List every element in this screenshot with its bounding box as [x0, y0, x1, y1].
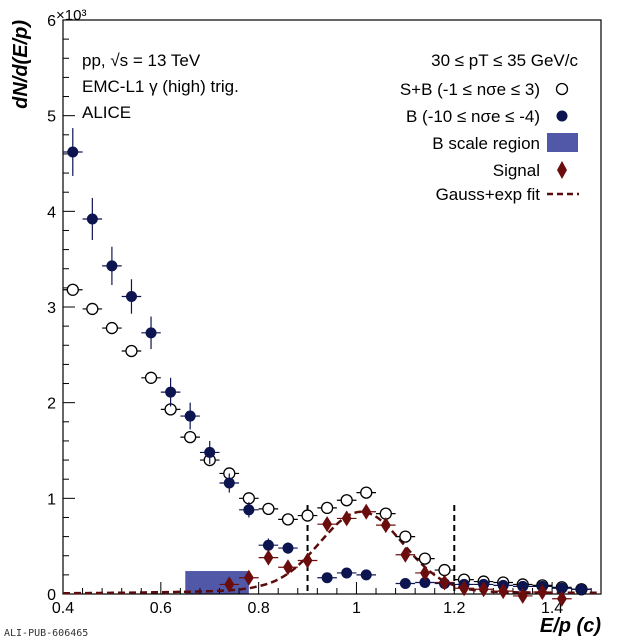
system-label: pp, √s = 13 TeV — [82, 51, 201, 70]
b-point — [399, 577, 411, 589]
sb-point — [125, 344, 138, 358]
signal-point — [322, 516, 333, 533]
sb-point — [438, 563, 451, 577]
sb-point — [320, 501, 334, 515]
x-tick-label: 1.4 — [541, 600, 563, 617]
sb-point — [86, 302, 99, 316]
y-tick-label: 5 — [47, 109, 56, 126]
y-axis-multiplier: ×10³ — [56, 7, 86, 24]
sb-point — [281, 513, 295, 526]
b-point — [145, 327, 157, 339]
sb-point — [301, 509, 314, 522]
b-point — [223, 477, 235, 489]
y-tick-label: 6 — [47, 13, 56, 30]
x-axis-title: E/p (c) — [540, 615, 601, 637]
scale-region-box — [185, 571, 249, 594]
x-tick-label: 0.8 — [248, 600, 270, 617]
b-point — [204, 446, 216, 458]
sb-point — [105, 321, 119, 335]
y-tick-label: 3 — [47, 300, 56, 317]
fit-curve — [63, 510, 601, 595]
experiment-label: ALICE — [82, 103, 131, 122]
signal-point — [341, 510, 352, 527]
b-point — [419, 577, 431, 589]
b-point — [125, 290, 137, 302]
b-point — [67, 146, 79, 158]
y-tick-label: 4 — [47, 204, 56, 221]
b-point — [556, 582, 568, 594]
signal-point — [243, 569, 254, 586]
y-axis-title: dN/d(E/p) — [10, 20, 32, 109]
signal-point — [556, 590, 567, 607]
sb-point — [418, 552, 432, 565]
legend-marker-scale-region — [547, 133, 578, 152]
plot-area: 0.4 0.6 0.8 1 1.2 1.4 0 1 2 3 4 5 6 — [47, 13, 602, 617]
sb-point — [144, 371, 158, 384]
signal-point — [459, 580, 470, 597]
b-point — [86, 213, 98, 225]
b-point — [575, 583, 587, 595]
b-point — [243, 504, 255, 516]
b-point — [184, 410, 196, 422]
y-tick-label: 1 — [47, 491, 56, 508]
b-point — [106, 260, 118, 272]
sb-point — [184, 430, 197, 444]
signal-point — [361, 503, 372, 520]
legend-label-fit: Gauss+exp fit — [436, 185, 541, 204]
signal-point — [537, 584, 548, 601]
sb-point — [262, 502, 275, 516]
legend-label-sb: S+B (-1 ≤ nσe ≤ 3) — [400, 80, 540, 99]
x-tick-label: 0.6 — [150, 600, 172, 617]
legend-marker-b — [556, 110, 568, 122]
legend-label-signal: Signal — [493, 161, 540, 180]
b-point — [341, 567, 353, 579]
sb-point — [66, 283, 79, 296]
signal-point — [224, 576, 235, 593]
legend-marker-signal — [557, 161, 567, 179]
signal-point — [498, 583, 509, 600]
b-point — [360, 569, 372, 581]
x-tick-label: 0.4 — [52, 600, 74, 617]
publication-id: ALI-PUB-606465 — [4, 628, 88, 639]
trigger-label: EMC-L1 γ (high) trig. — [82, 77, 239, 96]
signal-point — [478, 581, 489, 598]
signal-point — [400, 546, 411, 563]
signal-point — [263, 549, 274, 566]
y-tick-label: 0 — [47, 587, 56, 604]
signal-point — [419, 564, 430, 581]
signal-point — [439, 574, 450, 591]
legend: S+B (-1 ≤ nσe ≤ 3) B (-10 ≤ nσe ≤ -4) B … — [400, 80, 579, 204]
signal-point — [282, 559, 293, 576]
b-point — [517, 580, 529, 592]
b-point — [282, 542, 294, 554]
pt-range-label: 30 ≤ pT ≤ 35 GeV/c — [431, 51, 578, 70]
b-point — [262, 539, 274, 551]
signal-point — [302, 552, 313, 569]
sb-point — [340, 494, 353, 507]
b-point — [321, 572, 333, 584]
sb-point — [360, 486, 373, 499]
legend-label-b: B (-10 ≤ nσe ≤ -4) — [406, 107, 540, 126]
legend-label-scale-region: B scale region — [432, 134, 540, 153]
y-tick-label: 2 — [47, 396, 56, 413]
x-tick-label: 1.2 — [443, 600, 465, 617]
legend-marker-sb — [555, 82, 569, 96]
x-tick-label: 1 — [352, 600, 361, 617]
signal-point — [380, 517, 391, 534]
sb-point — [399, 530, 412, 543]
b-point — [165, 386, 177, 398]
signal-point — [517, 587, 528, 604]
